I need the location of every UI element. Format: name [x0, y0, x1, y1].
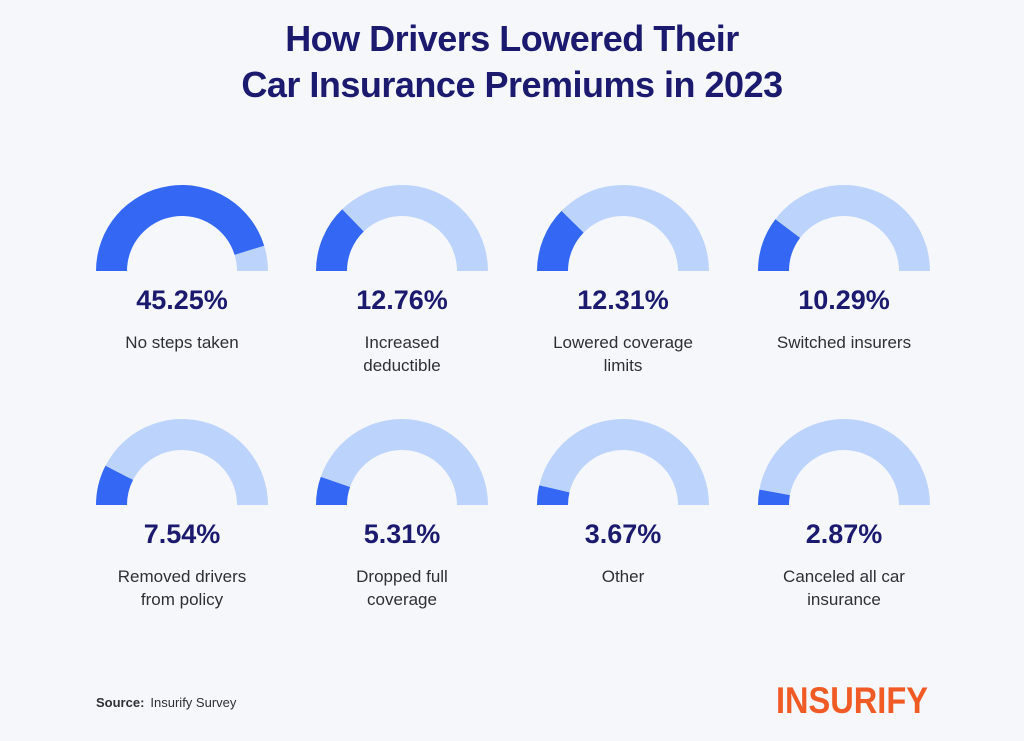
gauge-track — [775, 185, 930, 271]
gauge-value-label: 2.87% — [805, 519, 883, 549]
gauge-category-label: from policy — [140, 590, 224, 609]
gauge-fill — [316, 209, 364, 271]
gauge-value-label: 5.31% — [363, 519, 441, 549]
source-note: Source: Insurify Survey — [96, 695, 236, 710]
title-line-2: Car Insurance Premiums in 2023 — [241, 64, 783, 105]
gauge-track — [342, 185, 488, 271]
gauge-value-label: 10.29% — [798, 285, 890, 315]
gauge-fill — [96, 184, 265, 271]
gauge-category-label: No steps taken — [125, 333, 239, 352]
gauge-category-label: Removed drivers — [117, 567, 247, 586]
gauge-category-label: Other — [601, 567, 645, 586]
gauge-category-label: coverage — [367, 590, 437, 609]
gauge-category-label: Canceled all car — [783, 567, 905, 586]
title-line-1: How Drivers Lowered Their — [285, 18, 739, 59]
chart-title: How Drivers Lowered Their Car Insurance … — [0, 16, 1024, 108]
gauge-fill — [758, 489, 790, 505]
gauge-category-label: deductible — [363, 356, 441, 375]
gauge-fill — [537, 485, 570, 505]
gauge-category-label: Switched insurers — [776, 333, 912, 352]
gauge-category-label: Lowered coverage — [553, 333, 693, 352]
gauge-track — [561, 184, 709, 271]
gauge-value-label: 12.31% — [577, 285, 669, 315]
gauge-fill — [537, 210, 584, 271]
gauge-category-label: Dropped full — [356, 567, 448, 586]
gauge-category-label: limits — [603, 356, 643, 375]
source-text: Insurify Survey — [150, 695, 237, 710]
source-label: Source: — [96, 695, 145, 710]
gauge-value-label: 45.25% — [136, 285, 228, 315]
gauge-track — [234, 245, 268, 271]
gauge-fill — [316, 476, 351, 505]
gauge-category-label: Increased — [364, 333, 440, 352]
gauge-value-label: 3.67% — [584, 519, 662, 549]
gauge-value-label: 7.54% — [143, 519, 221, 549]
gauge-track — [105, 418, 269, 505]
gauge-category-label: insurance — [807, 590, 881, 609]
gauge-track — [320, 419, 488, 505]
gauge-fill — [96, 465, 134, 505]
gauge-fill — [758, 219, 801, 271]
insurify-logo: INSURIFY — [776, 680, 928, 721]
gauge-value-label: 12.76% — [356, 285, 448, 315]
gauge-track — [759, 418, 930, 505]
gauge-track — [539, 418, 709, 505]
